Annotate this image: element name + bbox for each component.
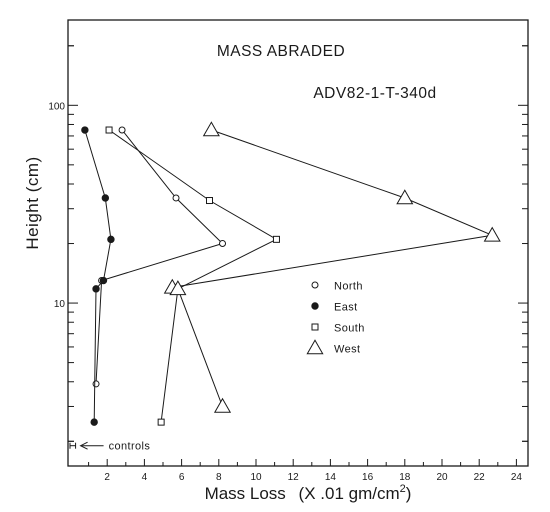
chart-title: MASS ABRADED <box>217 43 345 60</box>
x-tick-label: 6 <box>179 472 185 483</box>
series-west <box>163 121 501 413</box>
series-east-line <box>84 129 112 423</box>
series-north <box>92 126 227 388</box>
series-south-point-4 <box>157 418 165 426</box>
series-south-point-0 <box>105 126 113 134</box>
plot-frame <box>67 19 529 467</box>
x-tick-label: 8 <box>216 472 222 483</box>
series-west-point-0 <box>202 121 220 137</box>
x-axis-label-close: ) <box>406 484 412 503</box>
series-east-point-2 <box>107 235 115 244</box>
x-tick-label: 18 <box>399 472 411 483</box>
x-tick-label: 2 <box>104 472 110 483</box>
series-south-point-1 <box>206 197 213 205</box>
series-north-point-2 <box>219 240 227 248</box>
x-axis-label: Mass Loss (X .01 gm/cm2) <box>205 483 412 503</box>
series-west-point-5 <box>213 397 232 413</box>
controls-label: controls <box>109 441 151 453</box>
series-layer <box>81 121 501 426</box>
x-tick-label: 10 <box>250 472 262 483</box>
series-south-point-2 <box>272 235 280 243</box>
series-west-point-1 <box>396 189 414 205</box>
legend-item-south: South <box>311 323 365 335</box>
x-tick-label: 4 <box>142 472 148 483</box>
series-north-point-1 <box>172 194 180 202</box>
series-east-point-3 <box>99 276 108 285</box>
legend-item-north: North <box>311 281 363 293</box>
legend-item-west: West <box>306 339 360 356</box>
controls-annotation: controls <box>69 441 151 453</box>
legend-item-east: East <box>311 302 358 314</box>
series-north-point-4 <box>92 380 100 388</box>
y-tick-label: 100 <box>48 101 65 112</box>
legend-marker-north <box>311 281 319 289</box>
series-east <box>81 126 115 426</box>
series-west-point-4 <box>169 280 187 296</box>
controls-arrow-head <box>79 441 88 450</box>
legend-marker-west <box>306 339 324 355</box>
series-north-point-0 <box>118 126 126 134</box>
series-south-line <box>108 129 278 423</box>
x-tick-label: 12 <box>288 472 300 483</box>
series-east-point-5 <box>90 418 98 426</box>
legend-label-north: North <box>334 281 363 293</box>
x-tick-label: 22 <box>474 472 486 483</box>
series-south <box>105 126 280 426</box>
x-tick-label: 14 <box>325 472 337 483</box>
series-west-point-2 <box>483 226 501 242</box>
x-tick-label: 20 <box>436 472 448 483</box>
y-axis-label: Height (cm) <box>23 156 42 249</box>
x-axis-label-main: Mass Loss <box>205 484 286 503</box>
x-tick-label: 24 <box>511 472 523 483</box>
x-tick-label: 16 <box>362 472 374 483</box>
series-east-point-0 <box>81 126 89 134</box>
series-east-point-4 <box>92 285 100 293</box>
x-axis-label-superscript: 2 <box>400 483 406 495</box>
series-east-point-1 <box>101 194 110 202</box>
x-axis-label-units: (X .01 gm/cm <box>299 484 400 503</box>
legend-label-east: East <box>334 302 358 314</box>
legend-label-south: South <box>334 323 365 335</box>
legend-marker-east <box>311 302 319 310</box>
y-tick-label: 10 <box>54 299 66 310</box>
series-north-line <box>95 129 224 384</box>
series-west-line <box>172 129 494 407</box>
chart-subtitle: ADV82-1-T-340d <box>313 85 436 102</box>
axis-ticks <box>68 45 528 466</box>
legend: North East South West <box>306 281 365 356</box>
legend-label-west: West <box>334 344 360 356</box>
legend-marker-south <box>311 323 319 331</box>
